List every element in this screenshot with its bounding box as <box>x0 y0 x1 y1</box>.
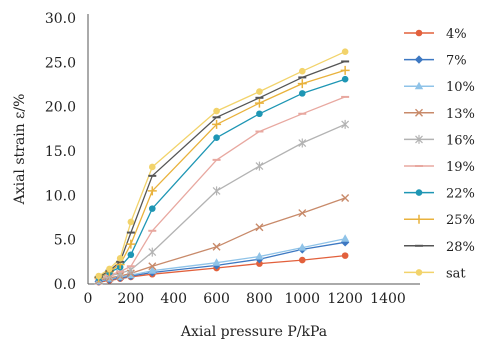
x-tick-label: 200 <box>117 291 144 307</box>
data-point-marker <box>254 98 264 108</box>
data-point-marker <box>148 247 157 257</box>
x-tick-label: 1400 <box>370 291 406 307</box>
data-point-marker <box>213 134 220 141</box>
data-point-marker <box>212 258 221 266</box>
y-tick-label: 5.0 <box>54 233 76 249</box>
data-point-marker <box>116 254 124 262</box>
data-point-marker <box>148 205 156 212</box>
data-point-marker <box>298 209 307 218</box>
data-point-marker <box>212 119 222 129</box>
series-line <box>98 123 346 281</box>
data-point-marker <box>341 48 349 55</box>
data-point-marker <box>255 223 264 232</box>
data-point-marker <box>148 163 156 171</box>
legend-marker <box>415 134 423 144</box>
legend-marker <box>415 269 423 276</box>
y-tick-label: 20.0 <box>45 100 76 116</box>
legend-marker <box>415 189 423 196</box>
series-lines <box>98 51 346 283</box>
data-point-marker <box>126 239 136 249</box>
data-point-marker <box>147 186 157 196</box>
y-tick-labels: 0.0 5.0 10.0 15.0 20.0 25.0 30.0 <box>45 11 76 293</box>
legend-item: 7% <box>404 54 467 69</box>
legend-marker <box>415 108 423 117</box>
data-point-marker <box>298 138 307 148</box>
legend-label: 10% <box>446 80 475 95</box>
data-point-marker <box>255 252 264 260</box>
data-point-marker <box>212 242 221 251</box>
data-point-marker <box>341 75 349 83</box>
data-point-marker <box>298 67 306 75</box>
data-point-marker <box>341 193 350 202</box>
data-point-marker <box>298 243 307 251</box>
data-point-marker <box>127 218 135 226</box>
series-line <box>98 51 346 277</box>
legend-label: 25% <box>446 213 475 228</box>
legend-item: 28% <box>404 240 475 255</box>
data-point-marker <box>127 251 135 259</box>
data-point-marker <box>255 161 264 171</box>
x-axis-title: Axial pressure P/kPa <box>180 324 327 340</box>
legend-label: 7% <box>446 54 467 69</box>
data-point-marker <box>256 88 263 95</box>
data-point-marker <box>340 65 350 75</box>
data-point-marker <box>95 272 103 280</box>
legend-label: 22% <box>446 187 475 202</box>
chart-legend: 4% 7% 10% 13% 16% 19% 22% 25% 28% sat <box>404 27 475 281</box>
data-point-marker <box>256 110 263 118</box>
legend-item: 13% <box>404 107 475 122</box>
x-tick-label: 1200 <box>327 291 363 307</box>
x-tick-label: 400 <box>160 291 187 307</box>
legend-label: 4% <box>446 27 467 42</box>
legend-marker <box>414 81 424 90</box>
data-point-marker <box>341 252 349 259</box>
chart-axes <box>87 14 420 285</box>
data-point-marker <box>256 260 263 267</box>
data-point-marker <box>298 256 306 264</box>
series-markers <box>94 48 350 286</box>
y-tick-label: 10.0 <box>45 188 76 204</box>
data-point-marker <box>213 107 220 115</box>
legend-marker <box>414 55 424 64</box>
y-axis-title: Axial strain ε/% <box>12 94 28 206</box>
data-point-marker <box>297 79 307 89</box>
legend-item: 4% <box>404 27 467 42</box>
y-tick-label: 30.0 <box>45 11 76 27</box>
data-point-marker <box>340 234 350 242</box>
data-point-marker <box>212 186 221 196</box>
legend-item: sat <box>404 266 466 281</box>
x-tick-label: 0 <box>84 291 93 307</box>
data-point-marker <box>106 265 113 273</box>
legend-marker <box>414 214 424 224</box>
legend-label: 16% <box>446 133 475 148</box>
y-tick-label: 15.0 <box>45 144 76 160</box>
x-tick-labels: 0 200 400 600 800 1000 1200 1400 <box>84 291 406 307</box>
data-point-marker <box>148 262 157 271</box>
legend-label: 19% <box>446 160 475 175</box>
y-tick-label: 0.0 <box>54 277 76 293</box>
x-tick-label: 1000 <box>284 291 320 307</box>
data-point-marker <box>341 119 350 129</box>
legend-label: 28% <box>446 240 475 255</box>
legend-marker <box>415 29 423 37</box>
legend-item: 19% <box>404 160 475 175</box>
legend-label: 13% <box>446 107 475 122</box>
legend-item: 16% <box>404 133 475 148</box>
legend-item: 25% <box>404 213 475 228</box>
x-tick-label: 600 <box>203 291 230 307</box>
data-point-marker <box>298 90 306 97</box>
y-tick-label: 25.0 <box>45 55 76 71</box>
x-tick-label: 800 <box>246 291 273 307</box>
legend-item: 10% <box>404 80 475 95</box>
legend-item: 22% <box>404 187 475 202</box>
legend-label: sat <box>446 266 466 281</box>
data-point-marker <box>148 266 157 274</box>
